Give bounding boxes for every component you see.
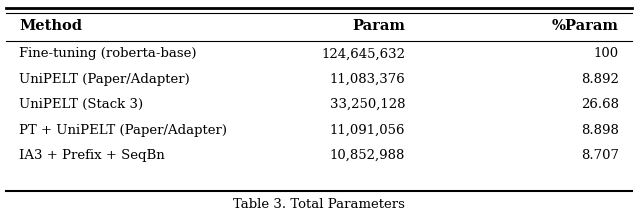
Text: UniPELT (Stack 3): UniPELT (Stack 3) bbox=[19, 98, 144, 111]
Text: %Param: %Param bbox=[552, 19, 619, 33]
Text: 33,250,128: 33,250,128 bbox=[330, 98, 405, 111]
Text: 8.898: 8.898 bbox=[581, 124, 619, 137]
Text: Table 3. Total Parameters: Table 3. Total Parameters bbox=[233, 198, 405, 211]
Text: PT + UniPELT (Paper/Adapter): PT + UniPELT (Paper/Adapter) bbox=[19, 124, 227, 137]
Text: 8.707: 8.707 bbox=[581, 149, 619, 162]
Text: Param: Param bbox=[352, 19, 405, 33]
Text: IA3 + Prefix + SeqBn: IA3 + Prefix + SeqBn bbox=[19, 149, 165, 162]
Text: 100: 100 bbox=[594, 47, 619, 60]
Text: 10,852,988: 10,852,988 bbox=[330, 149, 405, 162]
Text: 11,083,376: 11,083,376 bbox=[329, 73, 405, 86]
Text: Fine-tuning (roberta-base): Fine-tuning (roberta-base) bbox=[19, 47, 197, 60]
Text: 8.892: 8.892 bbox=[581, 73, 619, 86]
Text: UniPELT (Paper/Adapter): UniPELT (Paper/Adapter) bbox=[19, 73, 190, 86]
Text: Method: Method bbox=[19, 19, 82, 33]
Text: 124,645,632: 124,645,632 bbox=[321, 47, 405, 60]
Text: 11,091,056: 11,091,056 bbox=[330, 124, 405, 137]
Text: 26.68: 26.68 bbox=[581, 98, 619, 111]
